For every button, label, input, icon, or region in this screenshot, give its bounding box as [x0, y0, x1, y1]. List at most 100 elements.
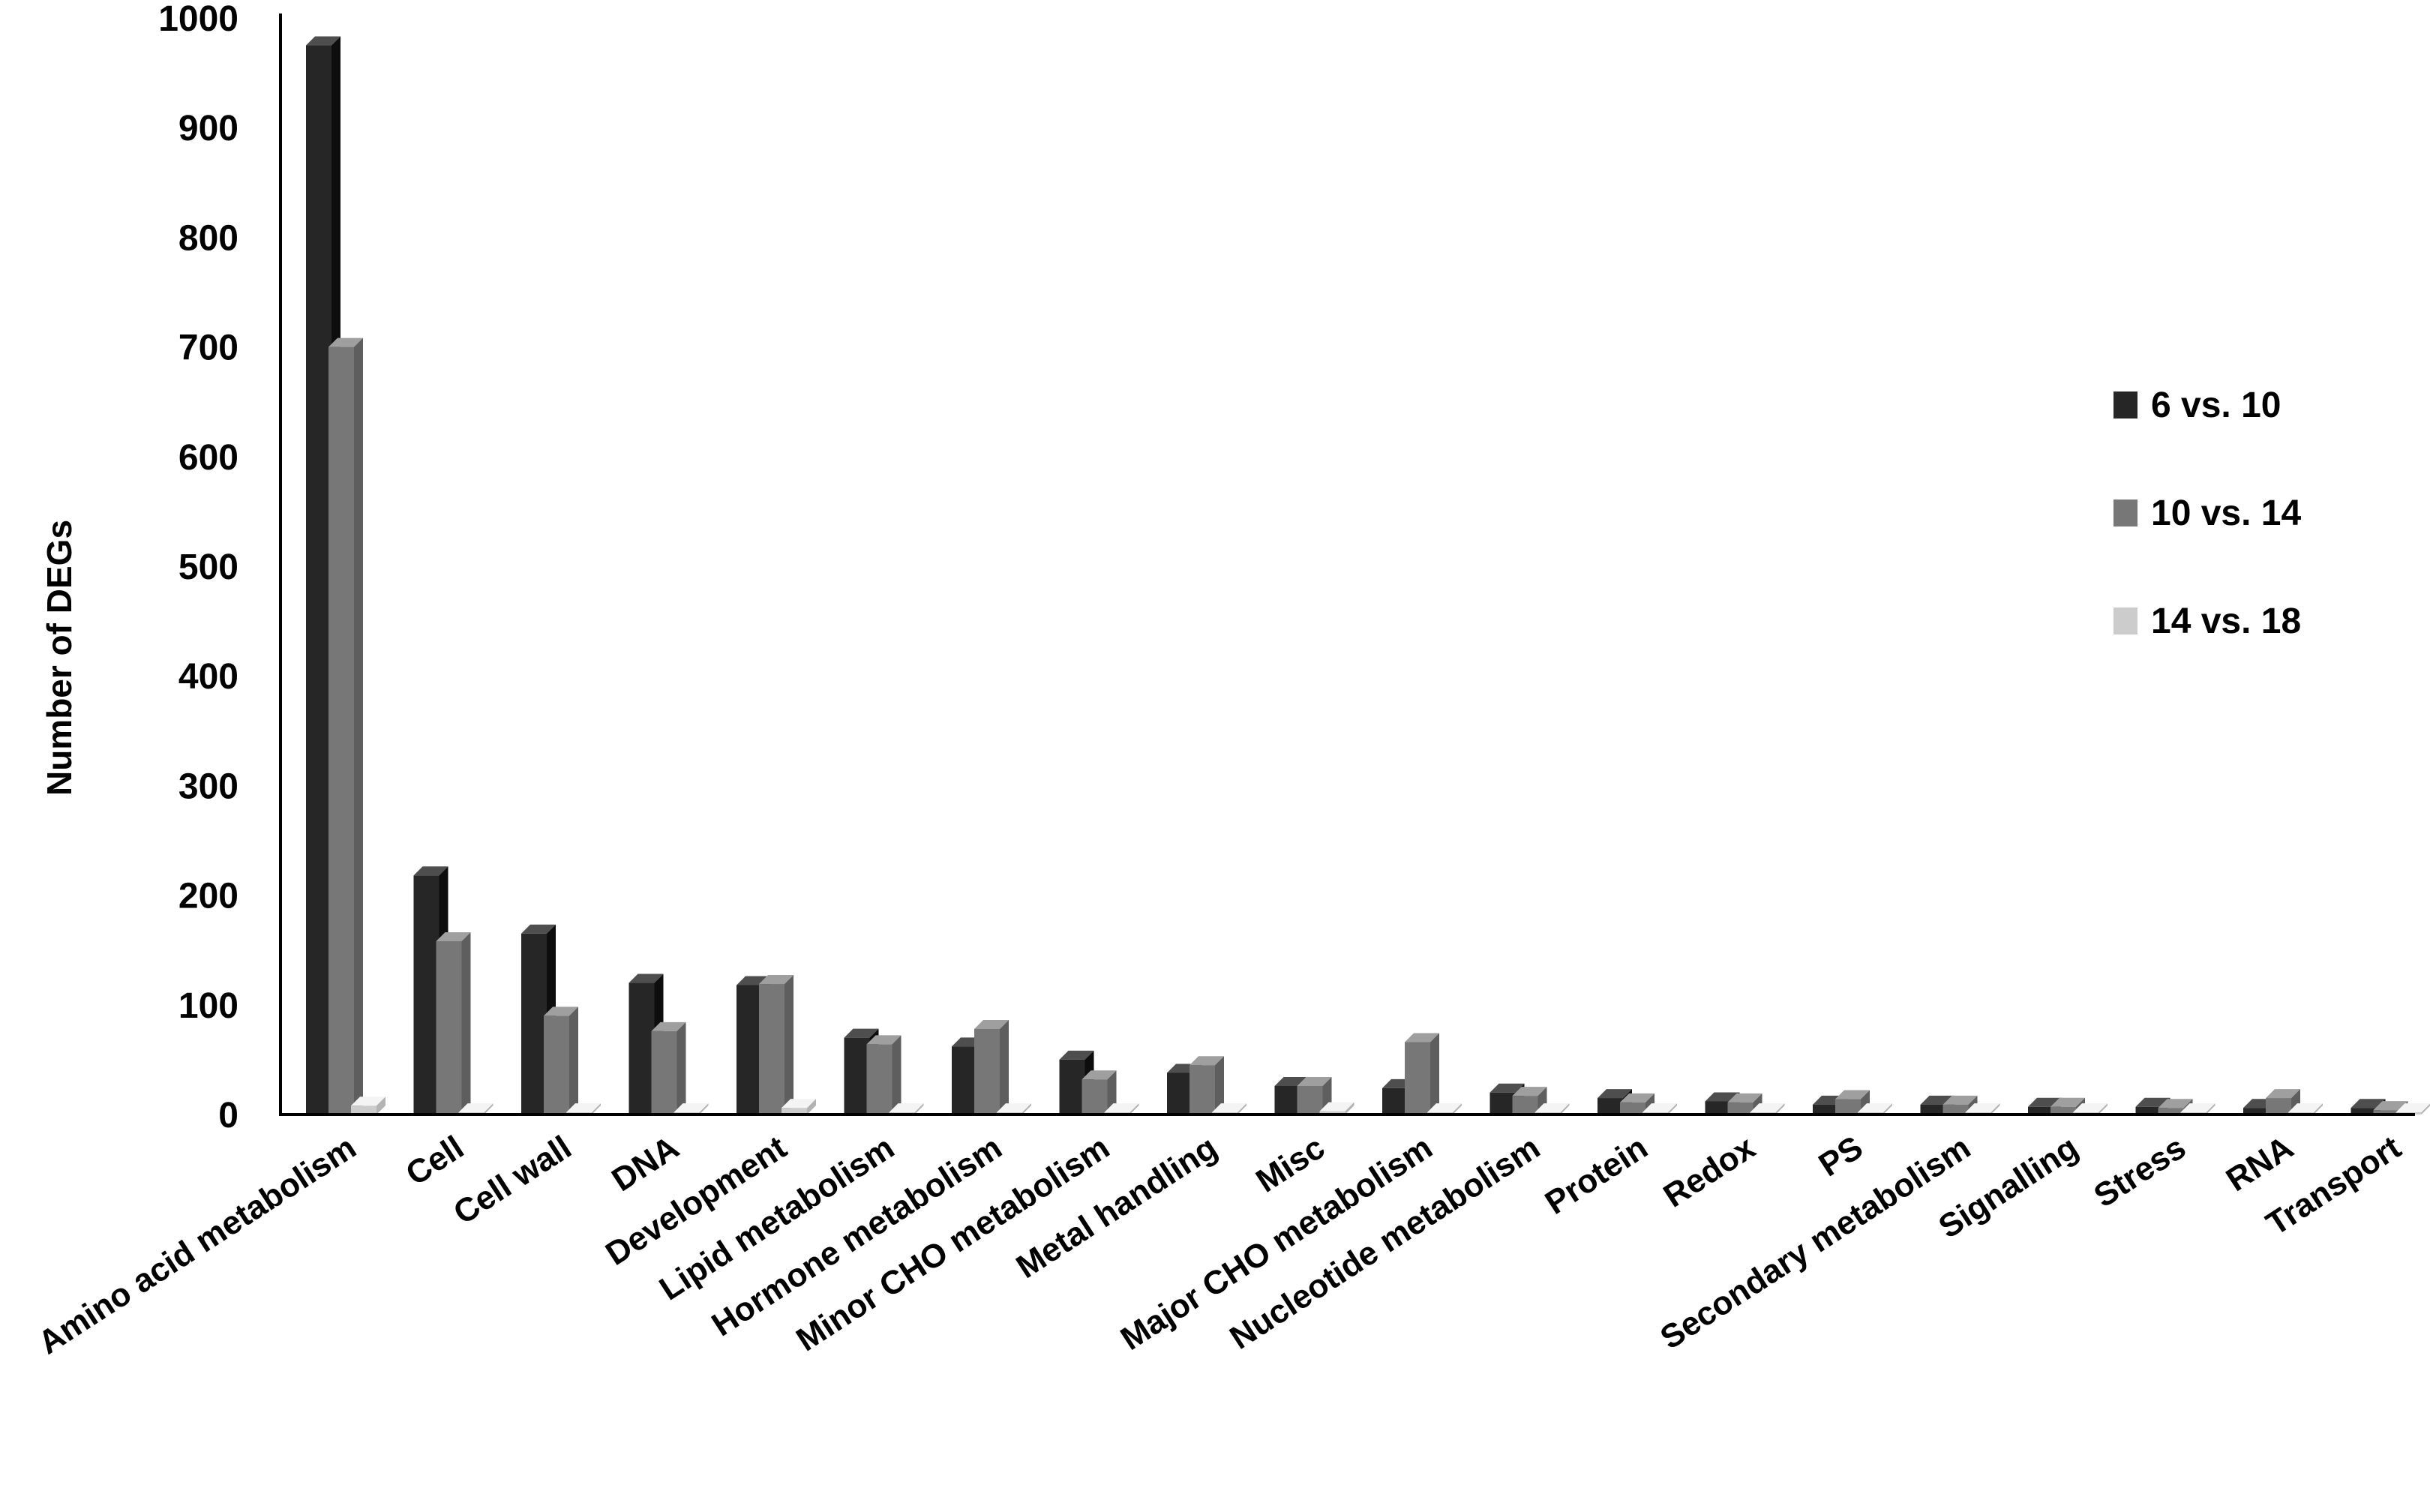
x-tick-label: Protein [1539, 1129, 1654, 1222]
bar-front [1942, 1104, 1969, 1114]
bar-side [592, 1103, 601, 1114]
bar [651, 1022, 686, 1114]
bar-side [376, 1096, 386, 1114]
bar-front [1835, 1099, 1861, 1114]
bar-top [1427, 1103, 1462, 1113]
bar-front [651, 1030, 677, 1114]
bar-side [1883, 1103, 1892, 1114]
bar-top [1642, 1103, 1677, 1113]
bar [1190, 1056, 1224, 1114]
bar-top [1727, 1093, 1762, 1102]
bar [1319, 1102, 1354, 1114]
y-tick-label: 700 [178, 328, 238, 368]
bar-front [759, 984, 784, 1114]
y-tick-label: 800 [178, 218, 238, 258]
bar-side [1560, 1103, 1570, 1114]
bar [1405, 1033, 1439, 1114]
bar-top [1212, 1103, 1246, 1113]
bar-front [2050, 1106, 2076, 1114]
bar-side [1668, 1103, 1677, 1114]
bar-top [997, 1103, 1031, 1113]
bar-front [1319, 1111, 1346, 1114]
bar-front [521, 933, 547, 1114]
bar-front [1059, 1059, 1085, 1114]
bar-top [674, 1103, 709, 1113]
bar-side [461, 932, 471, 1114]
x-tick-label: Cell [400, 1129, 470, 1192]
bars-layer [306, 36, 2430, 1115]
y-tick-label: 600 [178, 438, 238, 478]
bar-front [1727, 1102, 1754, 1114]
bar-top [2350, 1099, 2386, 1108]
bar-top [844, 1028, 879, 1038]
bar-top [974, 1019, 1009, 1029]
bar [974, 1019, 1009, 1114]
x-tick-label: Cell wall [447, 1129, 578, 1232]
bar-top [2050, 1097, 2085, 1107]
bar-front [628, 982, 655, 1114]
y-tick-label: 0 [218, 1096, 238, 1136]
bar-top [1965, 1103, 2000, 1113]
bar-front [1082, 1079, 1108, 1114]
bar-front [1405, 1042, 1430, 1114]
bar [1835, 1090, 1870, 1114]
bar-top [651, 1022, 686, 1031]
bar-front [1920, 1104, 1946, 1114]
y-axis-label: Number of DEGs [40, 520, 79, 796]
legend: 6 vs. 10 10 vs. 14 14 vs. 18 [2114, 386, 2301, 641]
bar [1512, 1087, 1547, 1114]
bar [436, 932, 471, 1114]
x-tick-label: Misc [1250, 1129, 1331, 1199]
bar-front [2266, 1098, 2291, 1114]
bar-front [1190, 1065, 1215, 1114]
bar-front [2350, 1108, 2377, 1114]
bar [328, 338, 363, 1115]
bar-top [1405, 1033, 1439, 1042]
bar-side [1345, 1102, 1354, 1114]
bar-front [328, 346, 354, 1115]
bar [759, 975, 794, 1114]
bar-top [2180, 1103, 2216, 1113]
bar-front [866, 1044, 892, 1114]
x-tick-label: Amino acid metabolism [32, 1129, 363, 1361]
y-tick-label: 500 [178, 548, 238, 587]
y-tick-label: 300 [178, 766, 238, 806]
bar-top [628, 974, 664, 983]
bar-front [2135, 1106, 2162, 1114]
legend-swatch [2114, 500, 2138, 526]
legend-label: 6 vs. 10 [2151, 386, 2281, 425]
bar-front [974, 1028, 1000, 1114]
bar [544, 1006, 578, 1114]
bar-side [784, 975, 794, 1114]
bar-front [1382, 1088, 1408, 1114]
bar-top [1835, 1090, 1870, 1100]
bar-top [544, 1006, 578, 1016]
bar-top [2158, 1099, 2193, 1108]
bar-side [676, 1022, 686, 1114]
bar-front [1167, 1072, 1192, 1114]
bar-front [1297, 1085, 1323, 1114]
bar-side [1215, 1056, 1224, 1114]
bar [351, 1096, 386, 1114]
bar-side [807, 1099, 816, 1114]
bar-side [2421, 1103, 2430, 1114]
y-tick-label: 400 [178, 657, 238, 697]
bar-top [306, 36, 340, 46]
bar-side [1775, 1103, 1785, 1114]
bar-top [2266, 1089, 2300, 1099]
legend-swatch [2114, 608, 2138, 634]
bar-front [844, 1037, 870, 1114]
bar-side [2206, 1103, 2216, 1114]
bar-top [1082, 1070, 1117, 1080]
bar-front [1705, 1101, 1731, 1114]
bar-top [2396, 1103, 2430, 1113]
bar [866, 1035, 902, 1114]
bar-top [1104, 1103, 1139, 1113]
bar-side [892, 1035, 902, 1114]
bar-top [1620, 1093, 1654, 1102]
bar-side [914, 1103, 924, 1114]
bar-front [306, 45, 332, 1114]
bar-top [521, 924, 556, 934]
bar-top [1297, 1076, 1332, 1086]
bar-front [736, 985, 762, 1114]
